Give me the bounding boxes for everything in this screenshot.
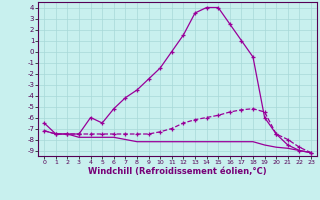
X-axis label: Windchill (Refroidissement éolien,°C): Windchill (Refroidissement éolien,°C) [88, 167, 267, 176]
